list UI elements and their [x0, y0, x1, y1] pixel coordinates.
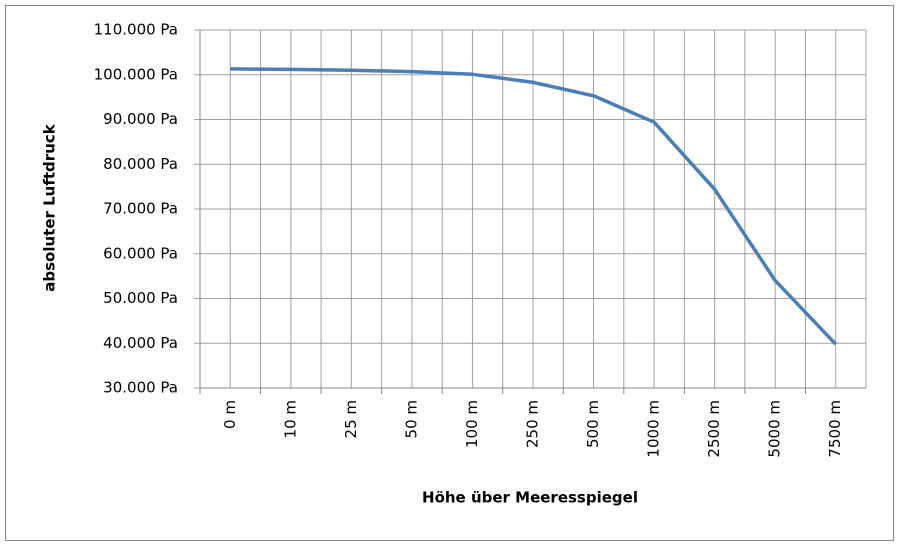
x-tick-label: 1000 m [645, 400, 663, 458]
y-tick-label: 70.000 Pa [103, 200, 178, 218]
line-series [230, 67, 837, 346]
x-tick-label: 2500 m [705, 400, 723, 458]
x-tick-label: 25 m [342, 400, 360, 438]
y-tick-label: 50.000 Pa [103, 289, 178, 307]
x-tick-label: 0 m [221, 400, 239, 429]
x-tick-label: 10 m [281, 400, 299, 438]
y-tick-label: 60.000 Pa [103, 244, 178, 262]
x-tick-label: 5000 m [766, 400, 784, 458]
x-tick-label: 500 m [584, 400, 602, 448]
x-axis-title: Höhe über Meeresspiegel [422, 489, 638, 507]
y-tick-label: 90.000 Pa [103, 110, 178, 128]
y-tick-label: 110.000 Pa [94, 21, 178, 39]
x-tick-label: 7500 m [826, 400, 844, 458]
x-tick-label: 250 m [524, 400, 542, 448]
x-tick-label: 50 m [402, 400, 420, 438]
x-tick-label: 100 m [463, 400, 481, 448]
y-tick-label: 40.000 Pa [103, 334, 178, 352]
y-tick-label: 30.000 Pa [103, 379, 178, 397]
y-tick-label: 100.000 Pa [94, 65, 178, 83]
chart-frame [5, 5, 894, 541]
y-axis-title: absoluter Luftdruck [41, 123, 59, 292]
y-tick-label: 80.000 Pa [103, 155, 178, 173]
